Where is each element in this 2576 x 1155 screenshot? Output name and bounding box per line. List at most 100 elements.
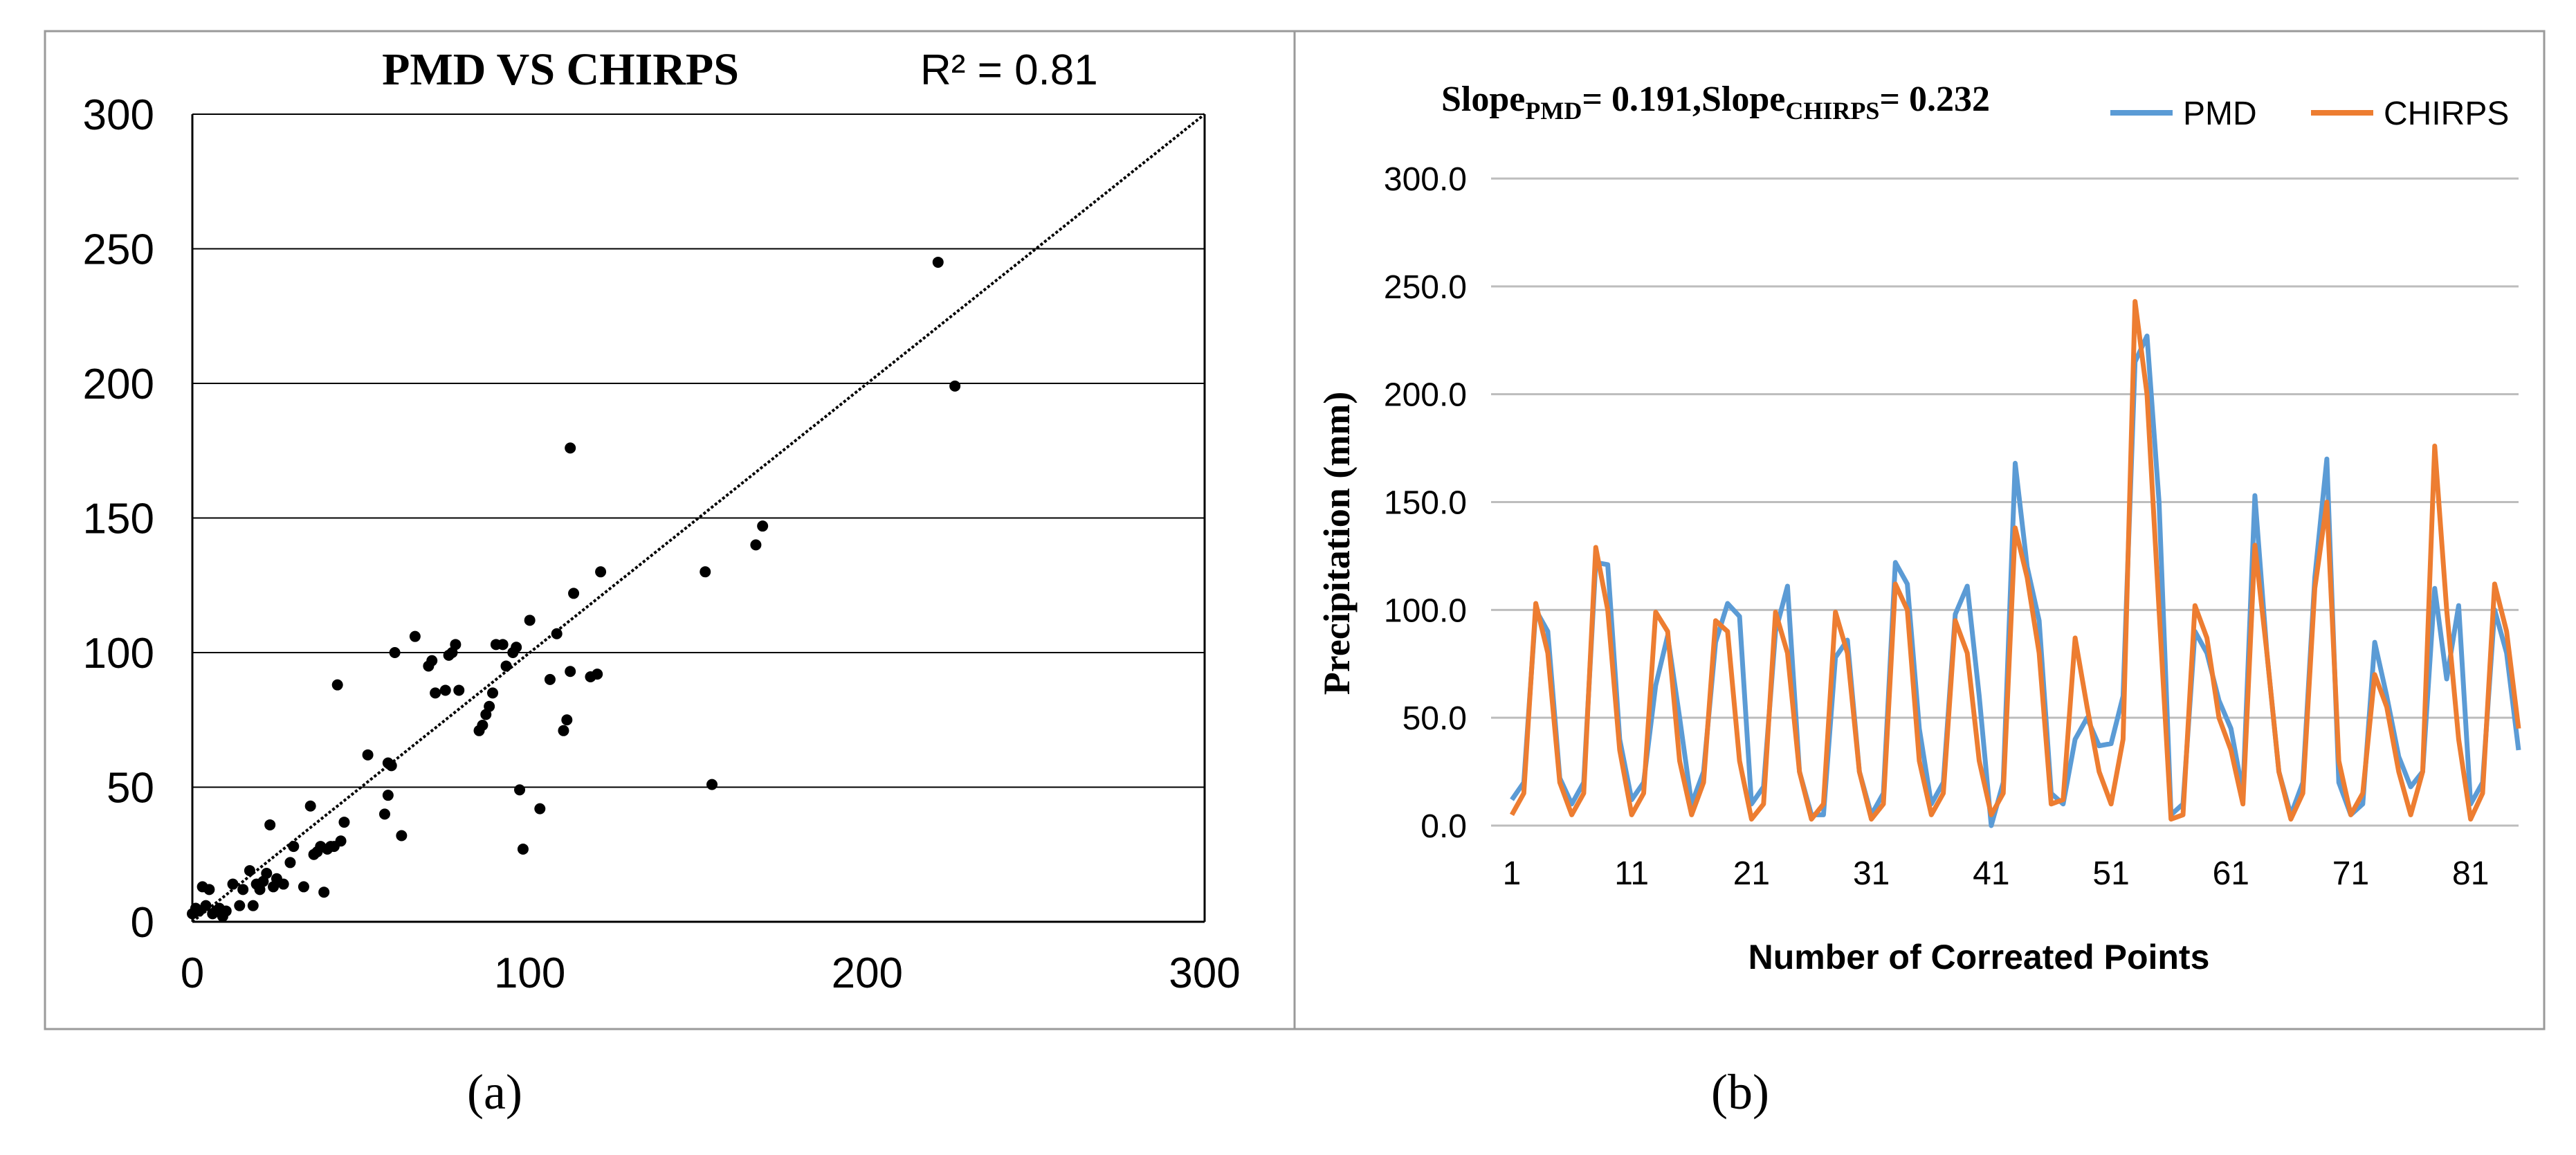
scatter-point	[439, 684, 451, 696]
scatter-point	[706, 779, 718, 790]
scatter-point	[453, 684, 465, 696]
legend-pmd-label: PMD	[2183, 96, 2257, 132]
scatter-point	[331, 679, 343, 691]
scatter-point	[362, 749, 374, 761]
slope-end-text: = 0.232	[1879, 80, 1990, 119]
panel-a-title: PMD VS CHIRPS	[382, 44, 739, 95]
scatter-point	[234, 900, 246, 911]
panel-b-x-tick-label: 31	[1853, 855, 1890, 892]
panel-b-y-tick-label: 300.0	[1384, 161, 1467, 198]
scatter-point	[318, 886, 330, 898]
scatter-point	[426, 655, 438, 666]
scatter-point	[220, 905, 232, 917]
scatter-point	[592, 669, 603, 680]
scatter-point	[534, 803, 546, 815]
legend-chirps-label: CHIRPS	[2384, 96, 2509, 132]
panel-b-x-tick-label: 1	[1503, 855, 1522, 892]
scatter-point	[750, 539, 762, 551]
scatter-point	[595, 566, 607, 578]
scatter-point	[264, 819, 276, 830]
scatter-point	[500, 660, 512, 672]
slope-mid-text: = 0.191,Slope	[1582, 80, 1785, 119]
slope-pmd-subscript: PMD	[1525, 97, 1582, 125]
panel-b-x-tick-label: 51	[2092, 855, 2129, 892]
scatter-point	[524, 615, 536, 626]
slope-chirps-subscript: CHIRPS	[1785, 97, 1879, 125]
scatter-point	[565, 442, 576, 454]
panel-a-label: (a)	[467, 1064, 522, 1120]
scatter-point	[558, 725, 569, 736]
panel-a-x-tick-label: 200	[832, 949, 903, 997]
scatter-point	[757, 520, 769, 532]
scatter-point	[382, 790, 394, 801]
scatter-point	[385, 760, 397, 772]
panel-b-y-tick-label: 250.0	[1384, 269, 1467, 306]
scatter-point	[511, 642, 522, 653]
scatter-point	[932, 256, 944, 268]
scatter-point	[551, 628, 563, 639]
panel-a-y-tick-label: 0	[131, 899, 154, 947]
panel-a-y-tick-label: 300	[83, 91, 154, 139]
scatter-point	[261, 867, 273, 879]
scatter-point	[544, 673, 556, 685]
scatter-point	[568, 588, 580, 599]
panel-b-y-tick-label: 200.0	[1384, 377, 1467, 414]
scatter-point	[237, 884, 249, 895]
panel-b-y-tick-label: 150.0	[1384, 485, 1467, 522]
scatter-point	[247, 900, 259, 911]
panel-a-x-tick-label: 0	[181, 949, 204, 997]
scatter-point	[565, 666, 576, 677]
panel-b-frame	[1293, 30, 2546, 1030]
panel-b-y-tick-label: 100.0	[1384, 592, 1467, 629]
scatter-point	[561, 714, 573, 726]
panel-b-x-tick-label: 21	[1733, 855, 1770, 892]
panel-b-y-tick-label: 0.0	[1421, 808, 1467, 845]
panel-a-y-tick-label: 200	[83, 361, 154, 408]
panel-b-x-tick-label: 41	[1973, 855, 2009, 892]
scatter-point	[396, 830, 408, 842]
scatter-point	[378, 808, 390, 820]
scatter-point	[517, 843, 529, 855]
scatter-point	[335, 835, 347, 847]
panel-a-x-tick-label: 300	[1169, 949, 1240, 997]
scatter-point	[338, 817, 350, 828]
scatter-point	[450, 639, 462, 651]
scatter-point	[700, 566, 711, 578]
panel-b-x-tick-label: 61	[2213, 855, 2249, 892]
panel-a-y-tick-label: 50	[107, 765, 154, 812]
panel-a-x-tick-label: 100	[494, 949, 565, 997]
legend: PMD CHIRPS	[2110, 96, 2509, 132]
panel-a-y-tick-label: 100	[83, 630, 154, 677]
panel-a-r2: R² = 0.81	[920, 46, 1098, 94]
scatter-point	[497, 639, 509, 651]
scatter-point	[430, 687, 441, 699]
scatter-point	[949, 380, 961, 392]
scatter-point	[514, 784, 526, 796]
panel-a: 0 50 100 150 200 250 300 0 100 200 300 PMD VS CHI…	[44, 30, 1296, 1120]
scatter-point	[298, 881, 309, 893]
scatter-point	[244, 865, 255, 877]
slope-word: Slope	[1441, 80, 1525, 119]
panel-b-label: (b)	[1711, 1064, 1769, 1120]
panel-a-y-tick-label: 250	[83, 226, 154, 274]
panel-b-x-label: Number of Correated Points	[1748, 938, 2210, 976]
panel-b-y-label: Precipitation (mm)	[1316, 392, 1358, 695]
scatter-point	[200, 900, 212, 911]
panel-a-frame	[44, 30, 1296, 1030]
series-line-chirps	[1509, 299, 2521, 822]
panel-b-x-tick-label: 81	[2452, 855, 2489, 892]
scatter-point	[203, 884, 215, 895]
panel-b-slope-title: SlopePMD= 0.191,SlopeCHIRPS= 0.232	[1441, 80, 1990, 125]
scatter-point	[487, 687, 499, 699]
scatter-point	[389, 647, 401, 658]
panel-a-y-tick-label: 150	[83, 495, 154, 543]
scatter-point	[484, 700, 495, 712]
scatter-point	[477, 720, 488, 731]
scatter-point	[277, 878, 289, 890]
scatter-point	[284, 857, 296, 868]
scatter-point	[288, 841, 300, 853]
panel-b-x-tick-label: 11	[1614, 855, 1649, 892]
panel-b-x-tick-label: 71	[2332, 855, 2369, 892]
